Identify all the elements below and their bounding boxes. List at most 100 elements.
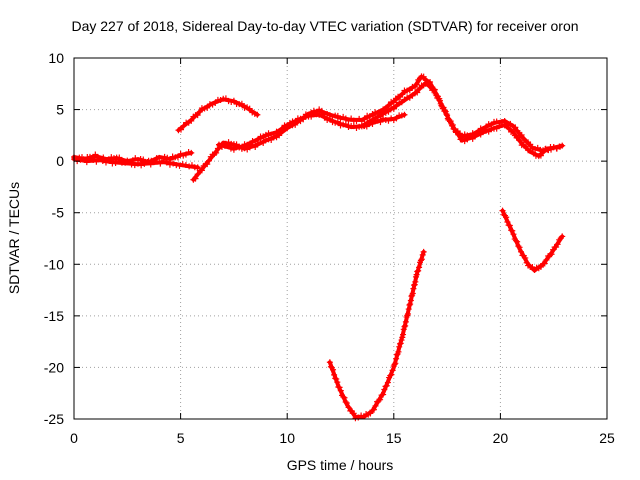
data-point [413, 271, 420, 278]
data-point [541, 260, 548, 267]
data-point [382, 117, 389, 124]
data-point [188, 117, 195, 124]
data-point [324, 117, 331, 124]
data-point [108, 154, 115, 161]
data-point [374, 117, 381, 124]
data-point [417, 257, 424, 264]
data-point [389, 367, 396, 374]
data-point [106, 157, 113, 164]
data-point [505, 125, 512, 132]
data-point [395, 348, 402, 355]
data-point [289, 118, 296, 125]
data-point [99, 158, 106, 165]
data-point [268, 136, 275, 143]
data-point [182, 161, 189, 168]
data-point [390, 99, 397, 106]
data-point [182, 151, 189, 158]
data-point [217, 97, 224, 104]
data-point [352, 415, 359, 422]
data-point [408, 293, 415, 300]
data-point [300, 116, 307, 123]
data-point [503, 214, 510, 221]
data-point [278, 125, 285, 132]
data-point [147, 161, 154, 168]
data-point [548, 251, 555, 258]
data-point [377, 396, 384, 403]
data-point [398, 112, 405, 119]
data-point [333, 376, 340, 383]
data-point [334, 379, 341, 386]
data-point [499, 207, 506, 214]
data-point [284, 123, 291, 130]
data-point [516, 244, 523, 251]
data-point [292, 119, 299, 126]
data-point [227, 145, 234, 152]
data-point [512, 124, 519, 131]
x-tick-label: 0 [70, 430, 78, 446]
data-point [265, 136, 272, 143]
data-point [367, 410, 374, 417]
data-point [396, 343, 403, 350]
data-point [384, 379, 391, 386]
data-point [393, 102, 400, 109]
data-point [361, 115, 368, 122]
data-point [517, 137, 524, 144]
data-point [332, 119, 339, 126]
series-arc-8 [499, 207, 566, 274]
data-point [382, 383, 389, 390]
data-point [510, 128, 517, 135]
data-point [451, 126, 458, 133]
data-point [527, 141, 534, 148]
data-point [405, 310, 412, 317]
data-point [503, 122, 510, 129]
data-point [198, 167, 205, 174]
data-point [371, 406, 378, 413]
data-point [358, 412, 365, 419]
data-point [400, 326, 407, 333]
data-point [418, 256, 425, 263]
data-point [336, 384, 343, 391]
data-point [90, 156, 97, 163]
data-point [409, 92, 416, 99]
data-point [194, 164, 201, 171]
data-point [313, 111, 320, 118]
data-point [96, 155, 103, 162]
data-point [393, 355, 400, 362]
data-point [420, 248, 427, 255]
x-axis-label: GPS time / hours [287, 457, 394, 473]
data-point [402, 318, 409, 325]
data-point [385, 108, 392, 115]
data-point [459, 136, 466, 143]
data-point [461, 131, 468, 138]
axis-layer: 0 5 10 15 20 25 -25 -20 -15 -10 -5 0 5 10 [44, 50, 615, 446]
data-point [420, 73, 427, 80]
data-point [236, 143, 243, 150]
data-point [241, 141, 248, 148]
x-tick-label: 25 [599, 430, 615, 446]
data-point [134, 160, 141, 167]
data-point [393, 115, 400, 122]
series-band [327, 249, 426, 419]
data-point [225, 98, 232, 105]
data-point [324, 111, 331, 118]
data-point [419, 251, 426, 258]
data-point [507, 120, 514, 127]
data-point [442, 108, 449, 115]
series-band [500, 208, 565, 273]
data-point [186, 163, 193, 170]
data-point [179, 161, 186, 168]
data-point [194, 112, 201, 119]
data-point [180, 122, 187, 129]
data-point [163, 159, 170, 166]
data-point [413, 81, 420, 88]
data-point [102, 159, 109, 166]
data-point [407, 297, 414, 304]
y-tick-label: -25 [44, 411, 64, 427]
data-point [218, 143, 225, 150]
data-point [518, 248, 525, 255]
data-point [156, 154, 163, 161]
data-point [252, 144, 259, 151]
data-point [406, 87, 413, 94]
data-point [382, 109, 389, 116]
data-point [427, 83, 434, 90]
